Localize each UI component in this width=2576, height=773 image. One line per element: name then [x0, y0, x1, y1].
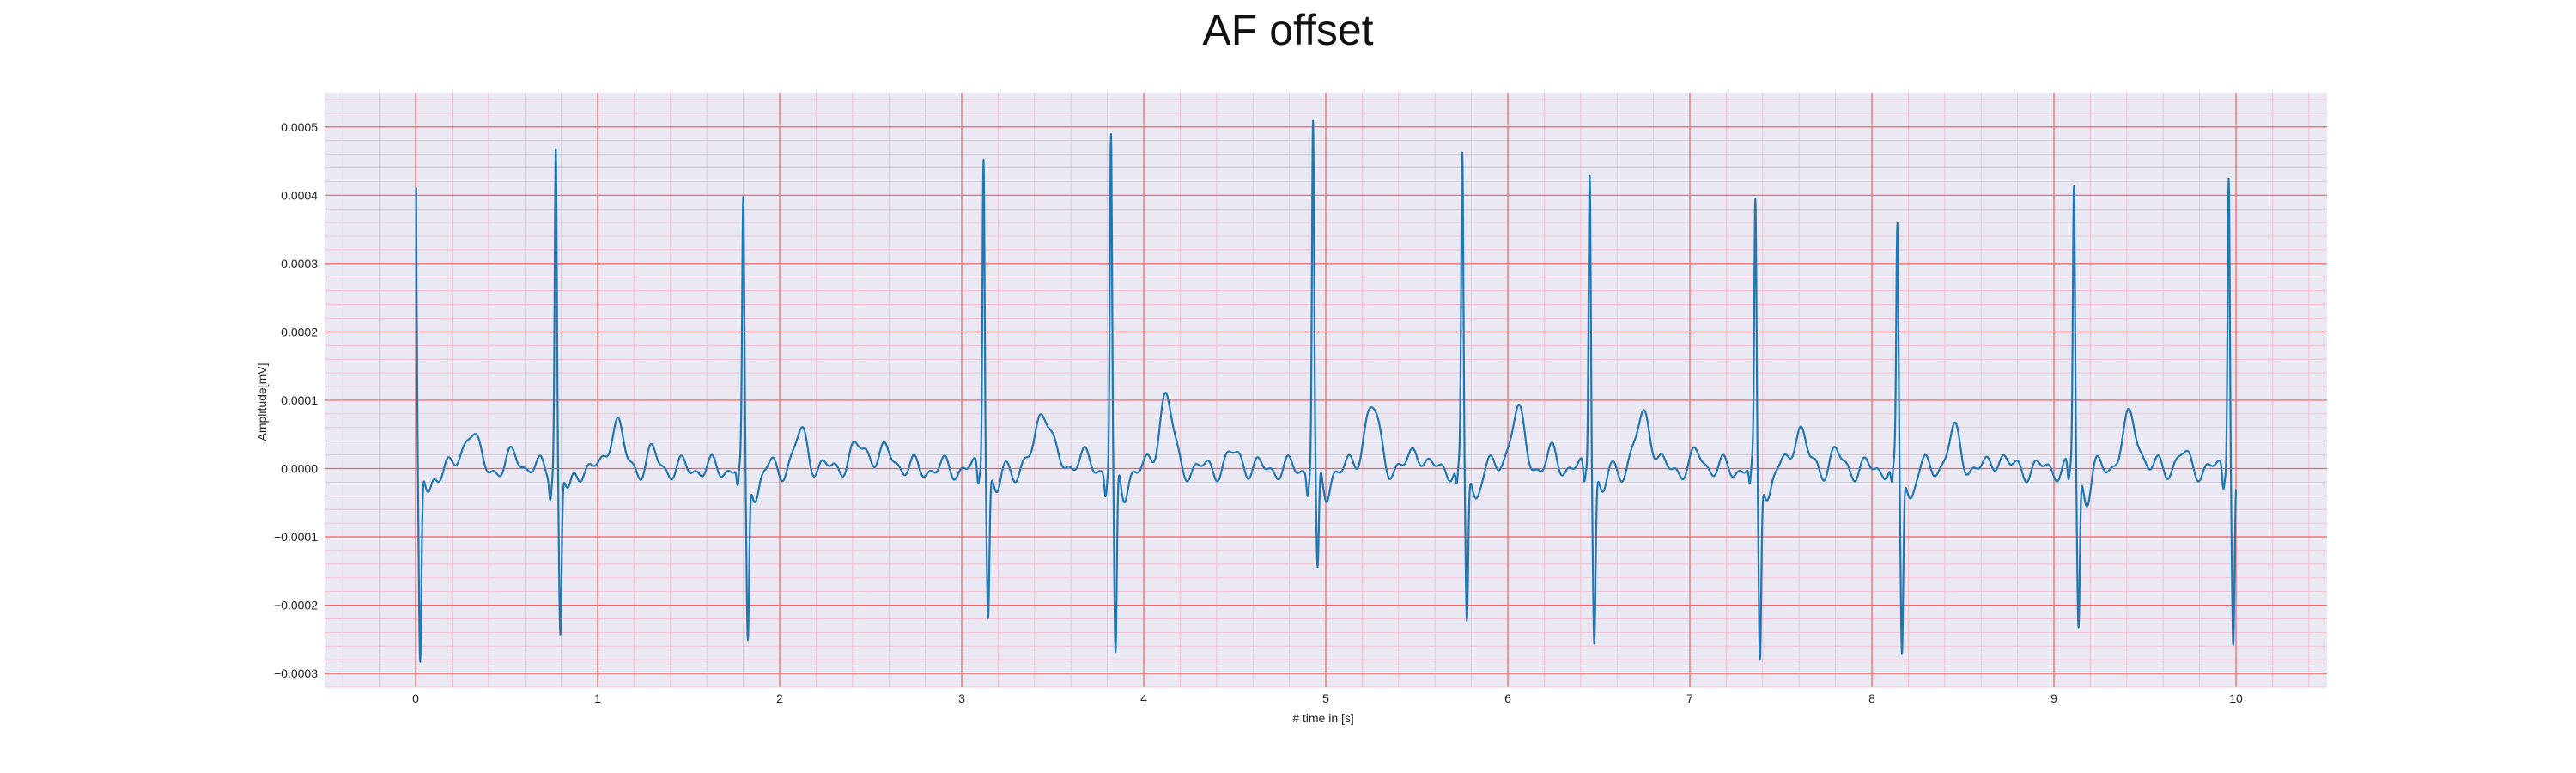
x-tick-label: 0 — [412, 691, 419, 705]
x-tick-label: 4 — [1140, 691, 1147, 705]
x-axis-label: # time in [s] — [1292, 711, 1354, 725]
y-tick-label: −0.0003 — [274, 666, 318, 680]
ecg-signal-line — [415, 119, 2238, 663]
x-tick-label: 8 — [1868, 691, 1875, 705]
y-tick-label: 0.0002 — [281, 325, 318, 338]
x-tick-label: 9 — [2050, 691, 2057, 705]
x-tick-label: 7 — [1686, 691, 1693, 705]
x-axis-ticks: 0 1 2 3 4 5 6 7 8 9 10 — [412, 691, 2243, 705]
x-tick-label: 1 — [594, 691, 601, 705]
x-tick-label: 10 — [2229, 691, 2243, 705]
x-tick-label: 3 — [958, 691, 965, 705]
x-tick-label: 6 — [1504, 691, 1511, 705]
x-tick-label: 5 — [1322, 691, 1329, 705]
y-axis-label: Amplitude[mV] — [255, 362, 269, 441]
chart-title: AF offset — [1202, 6, 1374, 54]
y-tick-label: 0.0001 — [281, 393, 318, 407]
y-tick-label: 0.0005 — [281, 120, 318, 134]
x-tick-label: 2 — [776, 691, 783, 705]
y-tick-label: 0.0003 — [281, 257, 318, 271]
y-tick-label: 0.0000 — [281, 461, 318, 475]
y-tick-label: −0.0001 — [274, 530, 318, 544]
y-axis-ticks: −0.0003 −0.0002 −0.0001 0.0000 0.0001 0.0002 0… — [274, 120, 318, 680]
y-tick-label: −0.0002 — [274, 599, 318, 612]
y-tick-label: 0.0004 — [281, 188, 318, 202]
major-grid — [325, 93, 2327, 687]
